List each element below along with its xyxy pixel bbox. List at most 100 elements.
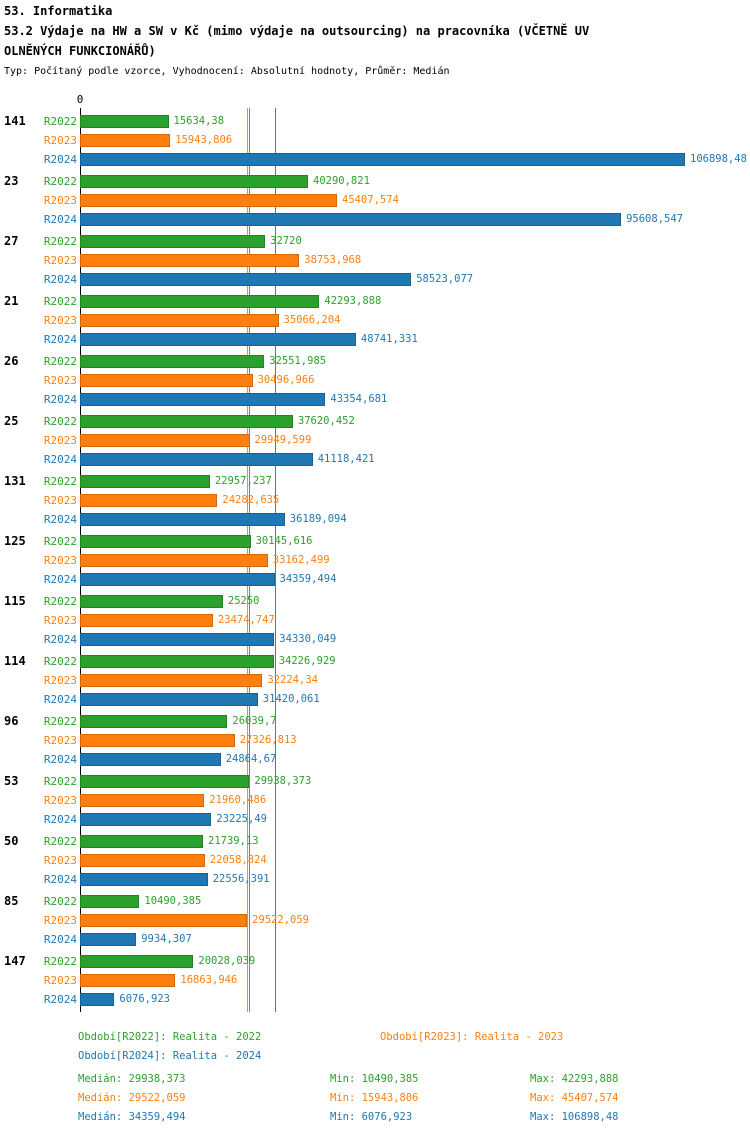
series-label-r2023: R2023: [43, 614, 77, 627]
series-label-r2022: R2022: [43, 715, 77, 728]
group-label: 131: [4, 474, 26, 488]
series-label-r2023: R2023: [43, 314, 77, 327]
bar-r2023: [80, 374, 253, 387]
bar-value: 58523,077: [416, 273, 474, 285]
bar-row: R2022 22957,237: [0, 472, 750, 491]
bar-row: R2022 21739,13: [0, 832, 750, 851]
bar-r2023: [80, 914, 248, 927]
stat-median-r2023: Medián: 29522,059: [78, 1092, 186, 1104]
bar-value: 41118,421: [317, 453, 375, 465]
bar-r2023: [80, 134, 171, 147]
series-label-r2024: R2024: [43, 573, 77, 586]
series-label-r2024: R2024: [43, 153, 77, 166]
group-label: 147: [4, 954, 26, 968]
group-label: 26: [4, 354, 19, 368]
series-label-r2022: R2022: [43, 235, 77, 248]
bar-row: R2023 24282,635: [0, 491, 750, 510]
group-label: 27: [4, 234, 19, 248]
bar-value: 42293,888: [324, 295, 382, 307]
bar-r2022: [80, 895, 140, 908]
bar-r2024: [80, 933, 137, 946]
bar-r2022: [80, 355, 265, 368]
bar-value: 29938,373: [254, 775, 312, 787]
bar-r2022: [80, 535, 251, 548]
bar-row: R2022 20028,039: [0, 952, 750, 971]
bar-value: 23225,49: [216, 813, 267, 825]
bar-row: R2022 15634,38: [0, 112, 750, 131]
bar-row: R2024 48741,331: [0, 330, 750, 349]
group-label: 115: [4, 594, 26, 608]
series-label-r2023: R2023: [43, 374, 77, 387]
bar-row: R2024 106898,48: [0, 150, 750, 169]
series-label-r2022: R2022: [43, 835, 77, 848]
series-label-r2022: R2022: [43, 355, 77, 368]
bar-value: 45407,574: [342, 194, 399, 206]
bar-value: 29522,059: [252, 914, 309, 926]
bar-row: R2023 32224,34: [0, 671, 750, 690]
group-label: 114: [4, 654, 26, 668]
bar-value: 40290,821: [313, 175, 370, 187]
bar-value: 24864,67: [225, 753, 277, 765]
bar-r2023: [80, 554, 268, 567]
bar-chart: 0 141 R2022 15634,38 R2023 15943,806 R2024 106…: [0, 93, 750, 1012]
bar-r2022: [80, 775, 250, 788]
bar-row: R2022 29938,373: [0, 772, 750, 791]
bar-group: 141 R2022 15634,38 R2023 15943,806 R2024 10689…: [0, 112, 750, 169]
bar-value: 10490,385: [144, 895, 202, 907]
bar-row: R2023 22058,824: [0, 851, 750, 870]
chart-groups: 141 R2022 15634,38 R2023 15943,806 R2024 10689…: [0, 108, 750, 1012]
bar-r2024: [80, 513, 285, 526]
stat-median-r2022: Medián: 29938,373: [78, 1073, 186, 1085]
series-label-r2023: R2023: [43, 854, 77, 867]
bar-row: R2023 30496,966: [0, 371, 750, 390]
bar-r2024: [80, 633, 275, 646]
bar-value: 27326,813: [239, 734, 297, 746]
bar-row: R2023 15943,806: [0, 131, 750, 150]
bar-group: 27 R2022 32720 R2023 38753,968 R2024 58523,077: [0, 232, 750, 289]
series-label-r2022: R2022: [43, 955, 77, 968]
series-label-r2022: R2022: [43, 295, 77, 308]
series-label-r2022: R2022: [43, 115, 77, 128]
bar-value: 32224,34: [267, 674, 318, 686]
group-label: 141: [4, 114, 26, 128]
series-label-r2023: R2023: [43, 554, 77, 567]
bar-r2022: [80, 235, 266, 248]
median-line-r2024: [274, 108, 276, 1012]
bar-value: 22058,824: [209, 854, 267, 866]
group-label: 25: [4, 414, 19, 428]
bar-r2024: [80, 393, 326, 406]
bar-r2022: [80, 715, 228, 728]
series-label-r2023: R2023: [43, 974, 77, 987]
group-label: 50: [4, 834, 19, 848]
bar-group: 115 R2022 25250 R2023 23474,747 R2024 34330,04…: [0, 592, 750, 649]
bar-r2022: [80, 475, 210, 488]
bar-r2022: [80, 595, 223, 608]
report-title: 53. Informatika: [4, 4, 113, 18]
bar-value: 26039,7: [232, 715, 277, 727]
series-label-r2022: R2022: [43, 595, 77, 608]
bar-value: 36189,094: [289, 513, 347, 525]
x-axis-zero-label: 0: [76, 93, 84, 106]
stat-min-r2023: Min: 15943,806: [330, 1092, 419, 1104]
series-label-r2024: R2024: [43, 453, 77, 466]
bar-value: 48741,331: [360, 333, 418, 345]
bar-row: R2024 36189,094: [0, 510, 750, 529]
series-label-r2023: R2023: [43, 194, 77, 207]
bar-value: 31420,061: [262, 693, 320, 705]
bar-value: 34226,929: [278, 655, 336, 667]
bar-r2024: [80, 153, 685, 166]
stat-max-r2024: Max: 106898,48: [530, 1111, 619, 1123]
bar-row: R2023 29949,599: [0, 431, 750, 450]
bar-group: 25 R2022 37620,452 R2023 29949,599 R2024 41118…: [0, 412, 750, 469]
bar-value: 15943,806: [175, 134, 233, 146]
bar-r2023: [80, 974, 176, 987]
bar-value: 15634,38: [173, 115, 225, 127]
legend-item-r2024: Období[R2024]: Realita - 2024: [78, 1050, 262, 1062]
bar-value: 37620,452: [297, 415, 355, 427]
bar-value: 16863,946: [180, 974, 238, 986]
bar-r2022: [80, 175, 308, 188]
series-label-r2024: R2024: [43, 513, 77, 526]
bar-row: R2023 35066,204: [0, 311, 750, 330]
bar-r2023: [80, 314, 279, 327]
series-label-r2024: R2024: [43, 333, 77, 346]
